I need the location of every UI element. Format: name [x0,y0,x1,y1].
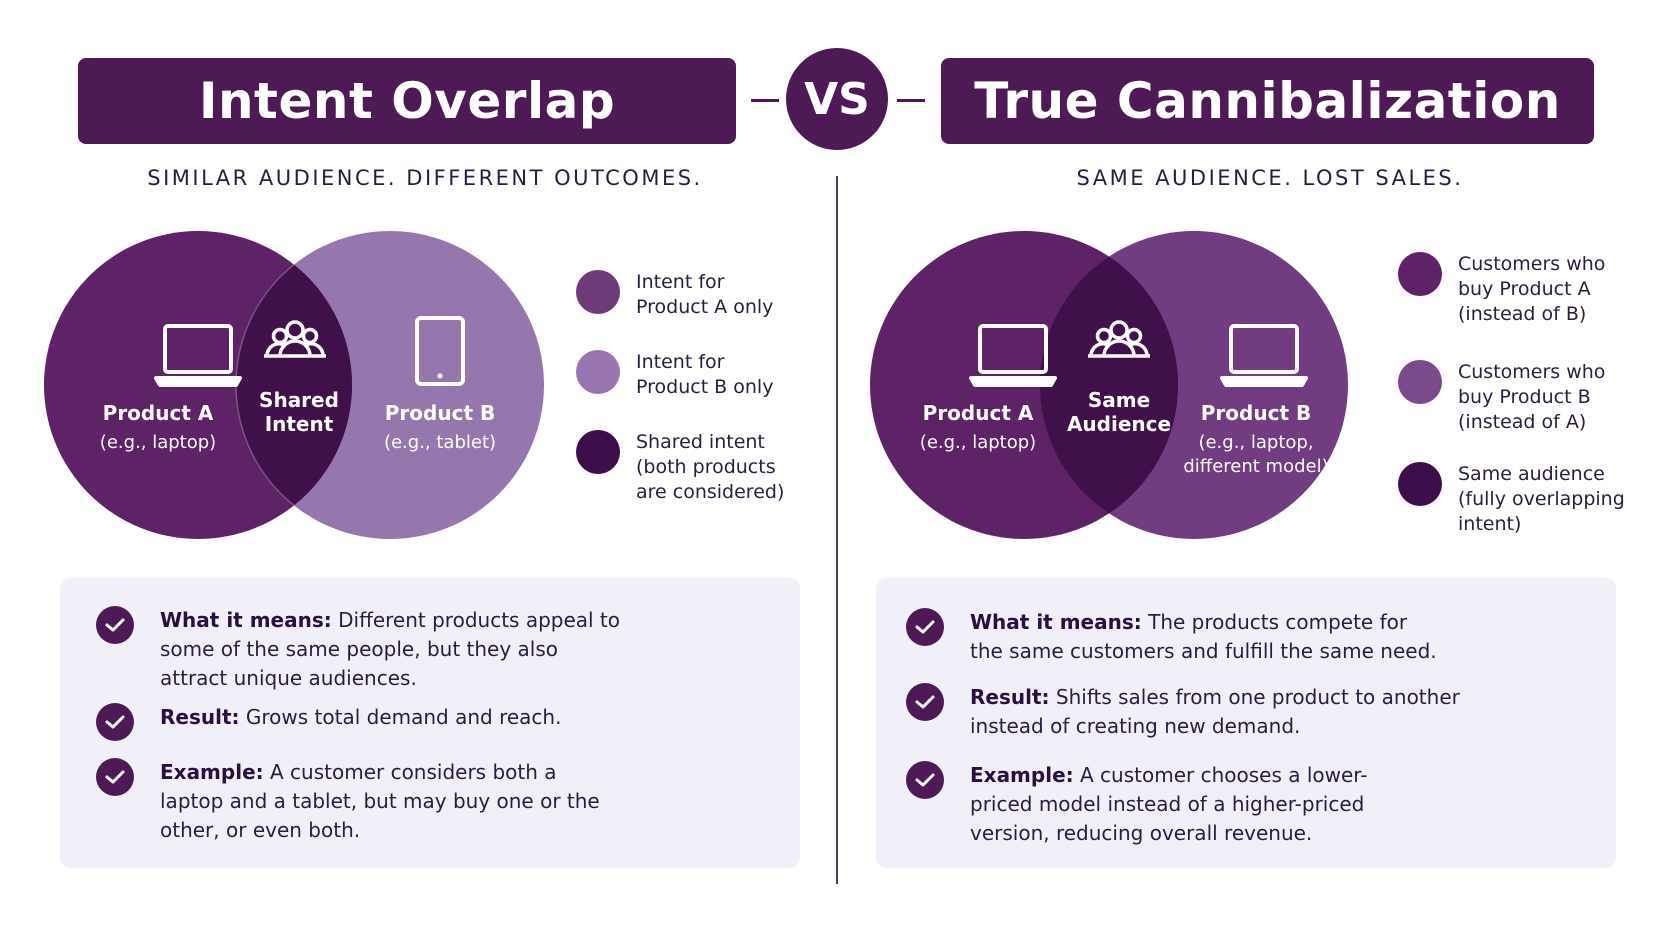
info-body: A customer considers both a laptop and a… [160,760,600,842]
product-b-sublabel-line2: different model) [1183,456,1328,477]
info-body: A customer chooses a lower-priced model … [970,763,1368,845]
legend-text: Customers who buy Product B (instead of … [1458,361,1606,433]
legend-text: Intent for Product B only [636,351,774,398]
legend-dot [576,430,620,474]
info-row-meaning: What it means: The products compete for … [906,608,1586,666]
check-icon [906,761,944,799]
info-text: Example: A customer considers both a lap… [160,758,620,845]
product-a-sublabel: (e.g., laptop) [100,432,216,453]
info-label: Example: [160,760,264,784]
product-a-label: Product A [103,401,214,425]
product-b-label: Product B [385,401,495,425]
legend-dot [1398,462,1442,506]
info-row-result: Result: Shifts sales from one product to… [906,683,1586,741]
left-venn-diagram: Product A (e.g., laptop) Shared Intent P… [44,231,544,539]
info-label: What it means: [160,608,332,632]
people-group-icon [264,320,326,358]
overlap-label-line2: Intent [265,412,334,436]
laptop-icon [154,324,242,387]
info-label: Result: [160,705,240,729]
check-icon [906,608,944,646]
right-venn-diagram: Product A (e.g., laptop) Same Audience P… [870,231,1348,539]
info-body: Different products appeal to some of the… [160,608,621,690]
true-cannibalization-title-banner: True Cannibalization [941,58,1594,144]
product-a-sublabel: (e.g., laptop) [920,432,1036,453]
laptop-icon [1220,324,1308,387]
info-row-example: Example: A customer considers both a lap… [96,758,746,845]
vs-badge: VS [786,48,888,150]
left-info-panel: What it means: Different products appeal… [60,578,800,868]
info-row-example: Example: A customer chooses a lower-pric… [906,761,1586,848]
vs-label: VS [804,73,870,125]
product-b-label: Product B [1201,401,1311,425]
right-legend-item-same: Same audience (fully overlapping intent) [1398,462,1625,537]
info-body: Grows total demand and reach. [245,705,562,729]
product-b-sublabel-line1: (e.g., laptop, [1198,432,1313,453]
right-subtitle: SAME AUDIENCE. LOST SALES. [1076,166,1464,190]
info-body: The products compete for the same custom… [970,610,1437,663]
info-label: Example: [970,763,1074,787]
legend-dot [576,350,620,394]
left-title: Intent Overlap [198,72,616,130]
shared-intent-overlap [236,231,352,539]
info-text: What it means: Different products appeal… [160,606,630,693]
legend-text: Customers who buy Product A (instead of … [1458,253,1606,325]
vs-connector-left [751,99,779,102]
left-legend-item-shared: Shared intent (both products are conside… [576,430,784,505]
laptop-icon [969,324,1057,387]
overlap-label-line2: Audience [1067,412,1171,436]
info-body: Shifts sales from one product to another… [970,685,1460,738]
legend-dot [1398,252,1442,296]
right-legend-item-b: Customers who buy Product B (instead of … [1398,360,1605,435]
left-subtitle: SIMILAR AUDIENCE. DIFFERENT OUTCOMES. [147,166,703,190]
check-icon [96,758,134,796]
info-label: What it means: [970,610,1142,634]
check-icon [96,703,134,741]
check-icon [906,683,944,721]
info-text: Result: Grows total demand and reach. [160,703,720,732]
legend-text: Same audience (fully overlapping intent) [1458,463,1625,535]
info-text: Result: Shifts sales from one product to… [970,683,1460,741]
info-label: Result: [970,685,1050,709]
legend-text: Shared intent (both products are conside… [636,431,785,503]
info-row-meaning: What it means: Different products appeal… [96,606,746,693]
right-legend-item-a: Customers who buy Product A (instead of … [1398,252,1605,327]
product-b-sublabel: (e.g., tablet) [384,432,496,453]
people-group-icon [1088,320,1150,358]
left-legend-item-b: Intent for Product B only [576,350,773,400]
right-title: True Cannibalization [974,72,1561,130]
legend-dot [576,270,620,314]
intent-overlap-title-banner: Intent Overlap [78,58,736,144]
center-divider [836,176,838,884]
overlap-label-line1: Same [1088,388,1150,412]
info-text: What it means: The products compete for … [970,608,1440,666]
same-audience-overlap [1040,231,1178,539]
right-info-panel: What it means: The products compete for … [876,578,1616,868]
info-row-result: Result: Grows total demand and reach. [96,703,746,741]
info-text: Example: A customer chooses a lower-pric… [970,761,1420,848]
overlap-label-line1: Shared [259,388,339,412]
legend-dot [1398,360,1442,404]
vs-connector-right [897,99,925,102]
legend-text: Intent for Product A only [636,271,774,318]
left-legend-item-a: Intent for Product A only [576,270,773,320]
tablet-icon [415,316,465,386]
product-a-label: Product A [923,401,1034,425]
check-icon [96,606,134,644]
